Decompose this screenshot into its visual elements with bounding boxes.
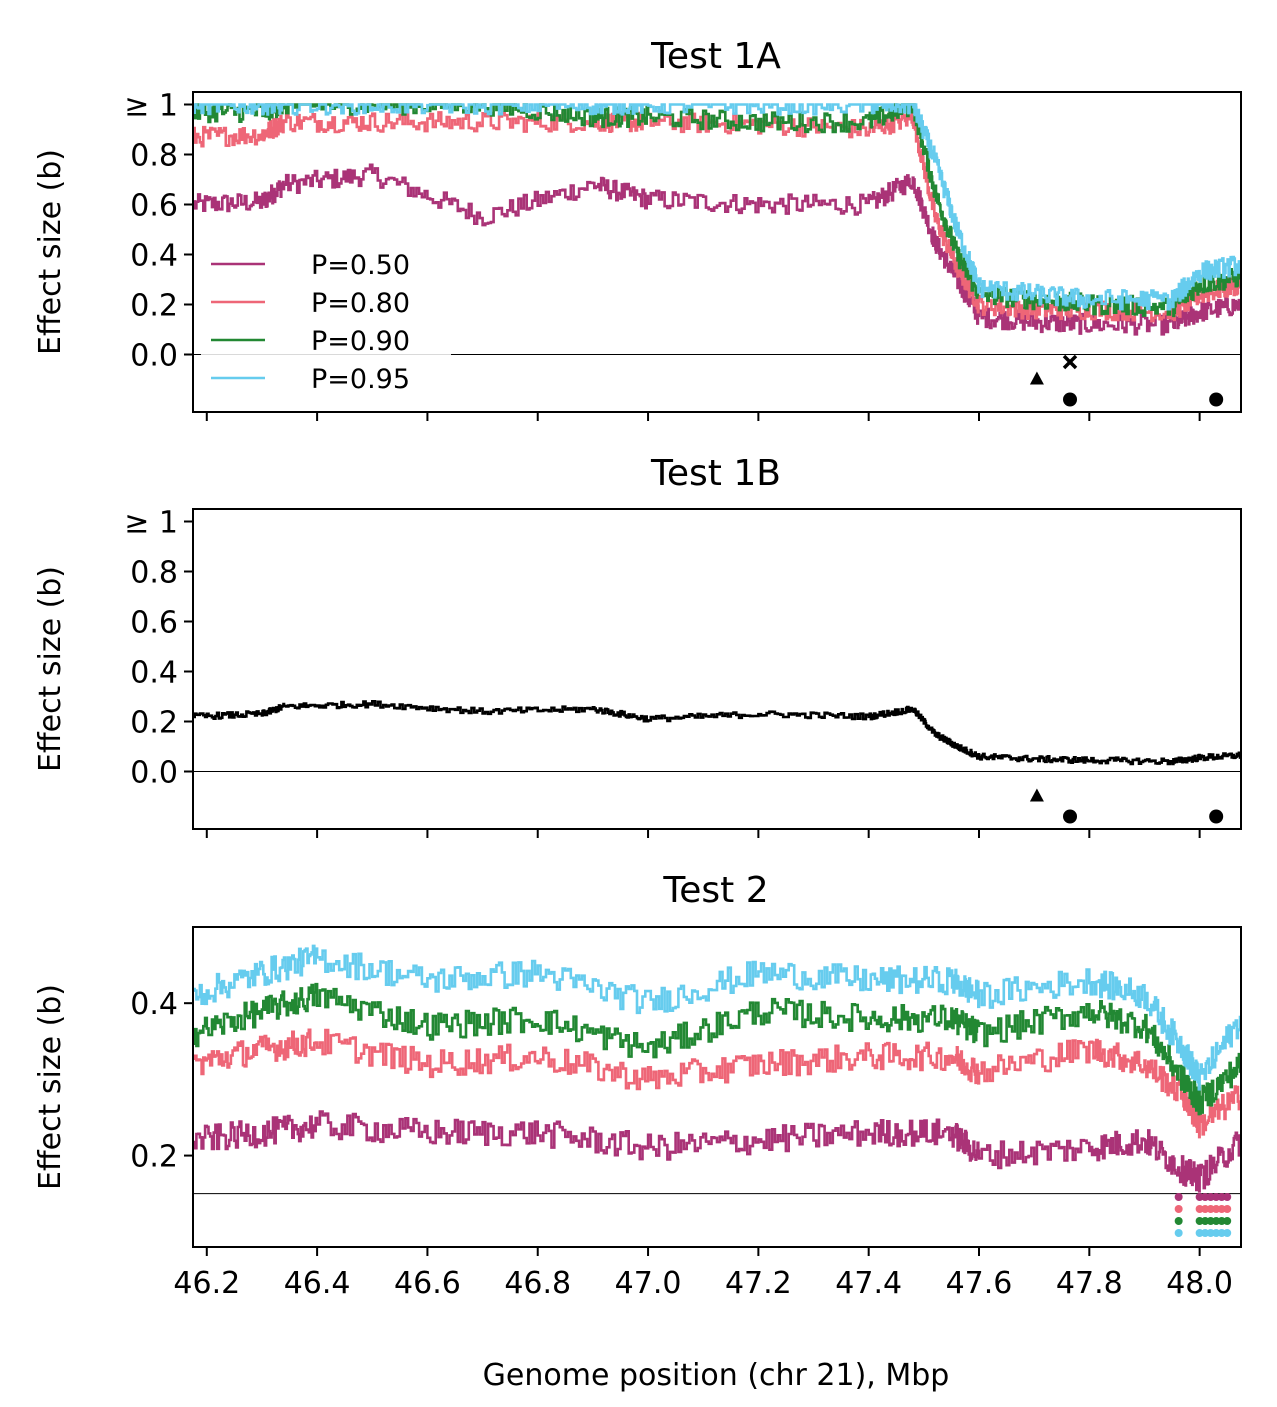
strip-marker (1195, 1193, 1204, 1201)
strip-marker (1206, 1193, 1215, 1201)
y-axis-label: Effect size (b) (33, 149, 68, 355)
legend-label: P=0.50 (311, 250, 410, 281)
marker-circle (1209, 392, 1224, 407)
strip-marker (1201, 1217, 1210, 1225)
strip-marker (1212, 1205, 1221, 1213)
strip-marker (1195, 1229, 1204, 1237)
legend-box (201, 242, 451, 392)
series-line-p-0-90 (193, 982, 1241, 1116)
x-axis-label: Genome position (chr 21), Mbp (483, 1358, 950, 1393)
x-tick-label: 47.8 (1056, 1266, 1123, 1301)
strip-marker (1217, 1205, 1226, 1213)
y-tick-label: 0.2 (130, 1140, 178, 1175)
x-tick-label: 46.4 (284, 1266, 351, 1301)
y-tick-label: 0.2 (130, 706, 178, 741)
legend-label: P=0.90 (311, 326, 410, 357)
plot-area (193, 944, 1241, 1195)
panel-title: Test 2 (662, 870, 768, 911)
strip-marker (1174, 1205, 1183, 1213)
strip-marker (1217, 1193, 1226, 1201)
panel-test-2: Test 2 Effect size (b) 0.2 0.4 46.2 46.4 46.… (33, 870, 1242, 1301)
y-axis-label: Effect size (b) (33, 984, 68, 1190)
strip-marker (1223, 1229, 1232, 1237)
marker-cross (1062, 354, 1078, 370)
y-axis-label: Effect size (b) (33, 566, 68, 772)
strip-marker (1206, 1229, 1215, 1237)
strip-marker (1174, 1229, 1183, 1237)
x-tick-label: 47.4 (835, 1266, 902, 1301)
marker-circle (1063, 392, 1078, 407)
x-tick-label: 47.2 (725, 1266, 792, 1301)
y-tick-label: 0.8 (130, 556, 178, 591)
marker-triangle (1029, 788, 1044, 802)
strip-marker (1223, 1217, 1232, 1225)
strip-marker (1223, 1205, 1232, 1213)
axes-frame (192, 926, 1242, 1248)
strip-marker (1206, 1217, 1215, 1225)
panel-test-1a: Test 1A Effect size (b) 0.0 0.2 0.4 0.6 0.8 ≥… (33, 36, 1242, 421)
x-tick-label: 46.2 (173, 1266, 240, 1301)
legend-label: P=0.80 (311, 288, 410, 319)
x-tick-label: 46.6 (394, 1266, 461, 1301)
y-tick-label: 0.4 (130, 987, 178, 1022)
marker-circle (1063, 809, 1078, 824)
strip-marker (1201, 1193, 1210, 1201)
strip-marker (1217, 1229, 1226, 1237)
axes-frame (192, 508, 1242, 830)
strip-marker (1201, 1229, 1210, 1237)
y-tick-label: 0.4 (130, 239, 178, 274)
x-tick-label: 47.0 (615, 1266, 682, 1301)
strip-marker (1206, 1205, 1215, 1213)
y-tick-label: ≥ 1 (124, 89, 178, 124)
series-line-main (193, 700, 1241, 766)
y-tick-label: ≥ 1 (124, 506, 178, 541)
strip-marker (1195, 1205, 1204, 1213)
y-tick-label: 0.2 (130, 289, 178, 324)
plot-area (193, 700, 1241, 772)
series-line-p-0-50 (193, 1110, 1241, 1193)
series-line-p-0-50 (193, 163, 1241, 336)
strip-marker (1174, 1217, 1183, 1225)
strip-marker (1217, 1217, 1226, 1225)
y-tick-label: 0.6 (130, 606, 178, 641)
axes-frame (192, 91, 1242, 413)
x-tick-label: 48.0 (1166, 1266, 1233, 1301)
y-tick-label: 0.4 (130, 656, 178, 691)
strip-marker (1223, 1193, 1232, 1201)
y-tick-label: 0.0 (130, 756, 178, 791)
strip-marker (1212, 1193, 1221, 1201)
y-tick-label: 0.0 (130, 339, 178, 374)
strip-marker (1174, 1193, 1183, 1201)
y-tick-label: 0.6 (130, 189, 178, 224)
series-line-p-0-95 (193, 103, 1241, 311)
y-tick-label: 0.8 (130, 139, 178, 174)
plot-area (193, 103, 1241, 355)
strip-marker (1212, 1229, 1221, 1237)
series-line-p-0-80 (193, 1028, 1241, 1139)
series-line-p-0-95 (193, 944, 1241, 1091)
strip-marker (1212, 1217, 1221, 1225)
marker-circle (1209, 809, 1224, 824)
panel-title: Test 1B (650, 453, 781, 494)
panel-title: Test 1A (650, 36, 781, 77)
x-tick-label: 46.8 (504, 1266, 571, 1301)
legend-label: P=0.95 (311, 364, 410, 395)
strip-marker (1195, 1217, 1204, 1225)
marker-triangle (1029, 371, 1044, 385)
panel-test-1b: Test 1B Effect size (b) 0.0 0.2 0.4 0.6 0.8 ≥… (33, 453, 1242, 838)
strip-marker (1201, 1205, 1210, 1213)
x-tick-label: 47.6 (946, 1266, 1013, 1301)
